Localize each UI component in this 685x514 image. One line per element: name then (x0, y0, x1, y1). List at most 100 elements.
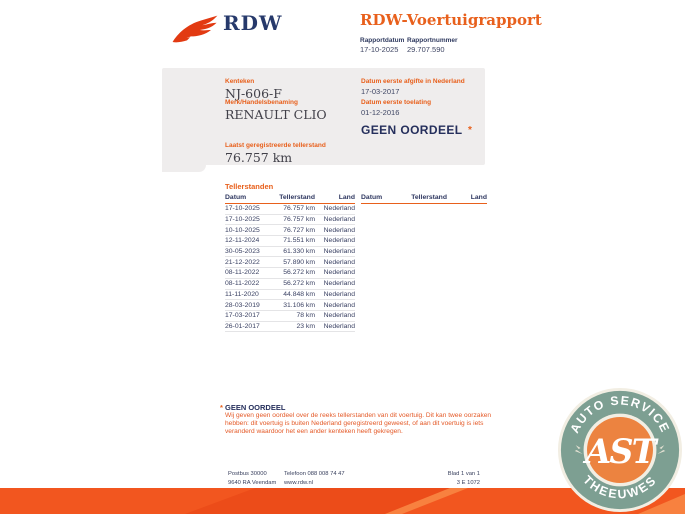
badge-monogram: AST (582, 432, 658, 471)
table-cell: 08-11-2022 (225, 280, 260, 288)
table-row: 11-11-2020 44.848 km Nederland (225, 290, 355, 301)
table-cell: 26-01-2017 (225, 322, 260, 330)
vehicle-summary-box (162, 68, 485, 165)
table-row: 17-10-2025 76.757 km Nederland (225, 215, 355, 226)
badge-orange-core (587, 417, 653, 483)
table-row: 08-11-2022 56.272 km Nederland (225, 268, 355, 279)
table-cell: 10-10-2025 (225, 226, 260, 234)
table-cell: 44.848 km (283, 290, 315, 298)
eerste-toelating-value: 01-12-2016 (361, 108, 400, 117)
tellerstanden-title: Tellerstanden (225, 182, 274, 191)
auto-service-theeuwes-badge: AUTO SERVICE THEEUWES AST (557, 387, 683, 513)
kenteken-value: NJ-606-F (225, 86, 282, 101)
table-cell: 28-03-2019 (225, 301, 260, 309)
merk-label: Merk/Handelsbenaming (225, 99, 298, 106)
note-asterisk: * (220, 403, 223, 412)
table-cell: 56.272 km (283, 269, 315, 277)
table-cell: Nederland (323, 216, 355, 224)
table-cell: 17-03-2017 (225, 312, 260, 320)
table-cell: Nederland (323, 205, 355, 213)
table-row: 26-01-2017 23 km Nederland (225, 322, 355, 333)
footer-page-number: Blad 1 van 1 (447, 471, 480, 477)
table-row: 08-11-2022 56.272 km Nederland (225, 279, 355, 290)
table-row: 28-03-2019 31.106 km Nederland (225, 300, 355, 311)
note-title: GEEN OORDEEL (225, 403, 286, 412)
table-row: 17-10-2025 76.757 km Nederland (225, 204, 355, 215)
summary-box-tab (162, 164, 206, 172)
table-cell: 78 km (296, 312, 315, 320)
report-date-label: Rapportdatum (360, 37, 405, 44)
table-cell: 17-10-2025 (225, 216, 260, 224)
table-row: 30-05-2023 61.330 km Nederland (225, 247, 355, 258)
footer-address: Postbus 30000 9640 RA Veendam (228, 470, 276, 488)
note-body: Wij geven geen oordeel over de reeks tel… (225, 412, 492, 436)
table-cell: Nederland (323, 258, 355, 266)
table-cell: 61.330 km (283, 248, 315, 256)
eerste-afgifte-label: Datum eerste afgifte in Nederland (361, 78, 465, 85)
table-cell: Nederland (323, 269, 355, 277)
table-row: 12-11-2024 71.551 km Nederland (225, 236, 355, 247)
table-cell: Nederland (323, 226, 355, 234)
table-cell: 17-10-2025 (225, 205, 260, 213)
eerste-toelating-label: Datum eerste toelating (361, 99, 432, 106)
table-cell: 56.272 km (283, 280, 315, 288)
footer-website: www.rdw.nl (284, 479, 313, 486)
laatste-tellerstand-label: Laatst geregistreerde tellerstand (225, 142, 326, 149)
table-header: Datum Tellerstand Land (225, 194, 355, 204)
col-datum: Datum (361, 194, 383, 201)
table-cell: 11-11-2020 (225, 290, 259, 298)
col-land: Land (338, 194, 355, 201)
footer-contact: Telefoon 088 008 74 47 www.rdw.nl (284, 470, 345, 488)
oordeel-asterisk: * (468, 125, 472, 136)
table-cell: 76.757 km (283, 216, 315, 224)
footer-doc-code: 3 E 1072 (456, 479, 480, 486)
table-cell: 76.757 km (283, 205, 315, 213)
table-cell: 71.551 km (283, 237, 315, 245)
footer-city: 9640 RA Veendam (228, 479, 277, 486)
rdw-logo-text: RDW (223, 11, 283, 35)
col-tellerstand: Tellerstand (279, 194, 315, 201)
table-cell: Nederland (323, 280, 355, 288)
tellerstanden-rows: 17-10-2025 76.757 km Nederland 17-10-2025 76… (225, 204, 355, 333)
table-cell: 76.727 km (283, 226, 315, 234)
footer-phone: Telefoon 088 008 74 47 (284, 471, 345, 477)
table-row: 21-12-2022 57.890 km Nederland (225, 257, 355, 269)
report-date-value: 17-10-2025 (360, 45, 399, 54)
table-cell: 31.106 km (283, 301, 315, 309)
table-header: Datum Tellerstand Land (361, 194, 487, 204)
tellerstanden-table-left: Datum Tellerstand Land 17-10-2025 76.757 … (225, 194, 355, 333)
table-cell: Nederland (323, 322, 355, 330)
table-cell: 12-11-2024 (225, 237, 260, 245)
table-cell: 30-05-2023 (225, 248, 260, 256)
table-row: 17-03-2017 78 km Nederland (225, 311, 355, 322)
report-number-value: 29.707.590 (407, 45, 445, 54)
col-tellerstand: Tellerstand (411, 194, 447, 201)
footer-pageinfo: Blad 1 van 1 3 E 1072 (400, 470, 480, 488)
laatste-tellerstand-value: 76.757 km (225, 150, 293, 165)
bolt-icon (657, 445, 666, 454)
table-cell: Nederland (323, 312, 355, 320)
report-number-label: Rapportnummer (407, 37, 458, 44)
table-cell: 57.890 km (283, 258, 315, 266)
merk-value: RENAULT CLIO (225, 107, 327, 122)
table-cell: 21-12-2022 (225, 258, 260, 266)
footer-wave-graphic (0, 488, 685, 514)
rdw-bird-icon (172, 15, 218, 43)
eerste-afgifte-value: 17-03-2017 (361, 87, 400, 96)
table-row: 10-10-2025 76.727 km Nederland (225, 225, 355, 237)
table-cell: Nederland (323, 290, 355, 298)
col-land: Land (470, 194, 487, 201)
col-datum: Datum (225, 194, 247, 201)
tellerstanden-table-right: Datum Tellerstand Land (361, 194, 487, 204)
oordeel-status: GEEN OORDEEL (361, 123, 463, 137)
table-cell: Nederland (323, 237, 355, 245)
table-cell: 23 km (296, 322, 315, 330)
footer-postbus: Postbus 30000 (228, 471, 267, 477)
page-title: RDW-Voertuigrapport (360, 11, 542, 29)
kenteken-label: Kenteken (225, 78, 255, 85)
table-cell: Nederland (323, 301, 355, 309)
table-cell: Nederland (323, 248, 355, 256)
bolt-icon (574, 445, 583, 454)
table-cell: 08-11-2022 (225, 269, 260, 277)
